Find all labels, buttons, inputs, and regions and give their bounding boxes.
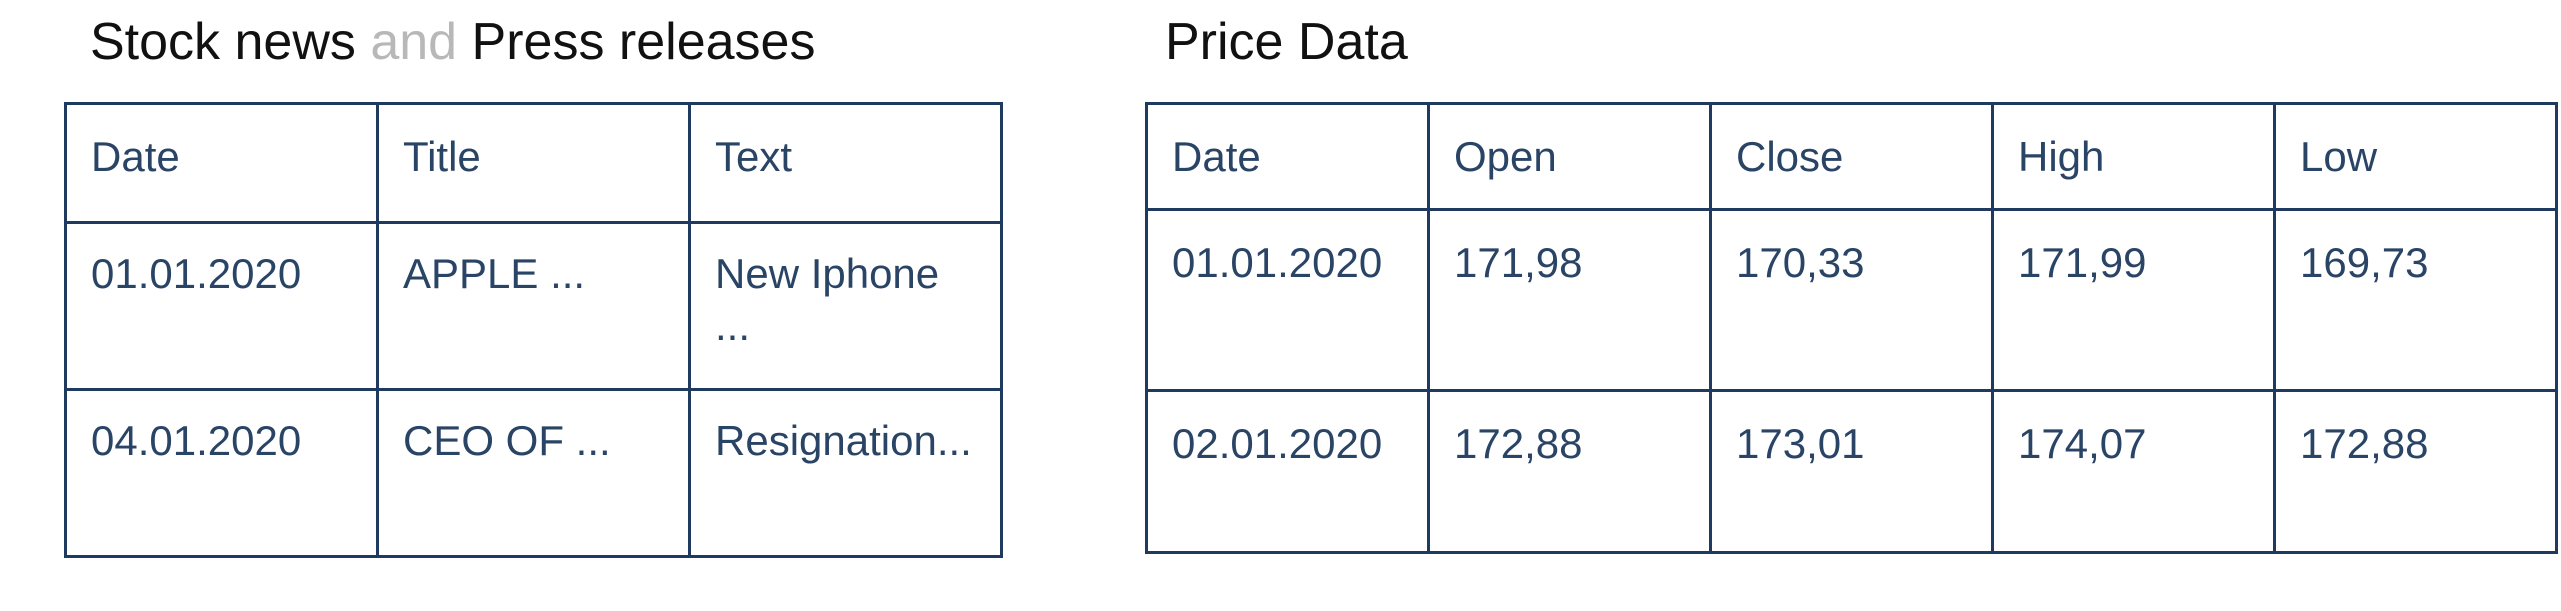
cell-text: New Iphone ... [688,221,1003,391]
table-header-row: Date Open Close High Low [1145,102,2558,211]
cell-date: 01.01.2020 [1145,208,1430,392]
table-row: 01.01.2020 171,98 170,33 171,99 169,73 [1145,208,2558,392]
column-header-date: Date [64,102,379,224]
cell-low: 169,73 [2273,208,2558,392]
price-section-title: Price Data [1165,13,1408,71]
title-part-press-releases: Press releases [457,13,816,71]
cell-title: APPLE ... [376,221,691,391]
cell-high: 171,99 [1991,208,2276,392]
title-part-and: and [370,13,458,71]
table-row: 01.01.2020 APPLE ... New Iphone ... [64,221,1003,391]
cell-open: 171,98 [1427,208,1712,392]
column-header-low: Low [2273,102,2558,211]
column-header-open: Open [1427,102,1712,211]
cell-date: 04.01.2020 [64,388,379,558]
news-table: Date Title Text 01.01.2020 APPLE ... New… [64,102,1003,558]
column-header-close: Close [1709,102,1994,211]
cell-high: 174,07 [1991,389,2276,554]
table-header-row: Date Title Text [64,102,1003,224]
cell-text: Resignation... [688,388,1003,558]
column-header-title: Title [376,102,691,224]
column-header-high: High [1991,102,2276,211]
news-section-title: Stock news and Press releases [90,8,815,76]
column-header-date: Date [1145,102,1430,211]
cell-date: 01.01.2020 [64,221,379,391]
cell-close: 170,33 [1709,208,1994,392]
column-header-text: Text [688,102,1003,224]
price-table: Date Open Close High Low 01.01.2020 171,… [1145,102,2558,554]
cell-title: CEO OF ... [376,388,691,558]
cell-open: 172,88 [1427,389,1712,554]
title-part-stock-news: Stock news [90,13,371,71]
cell-close: 173,01 [1709,389,1994,554]
table-row: 04.01.2020 CEO OF ... Resignation... [64,388,1003,558]
cell-low: 172,88 [2273,389,2558,554]
cell-date: 02.01.2020 [1145,389,1430,554]
table-row: 02.01.2020 172,88 173,01 174,07 172,88 [1145,389,2558,554]
